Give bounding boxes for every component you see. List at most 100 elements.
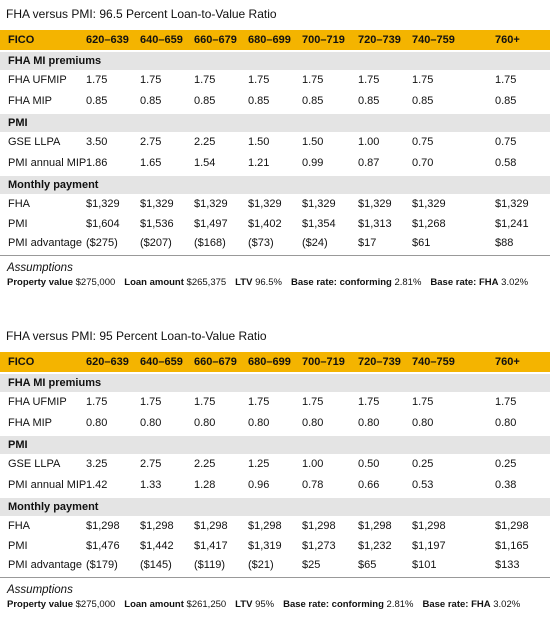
cell: 1.75 — [86, 74, 108, 86]
cell: 0.96 — [248, 479, 270, 491]
cell: 2.25 — [194, 458, 216, 470]
cell: PMI annual MIP — [8, 479, 87, 491]
section-row: PMI — [0, 436, 550, 454]
header-cell: 720–739 — [358, 34, 401, 46]
cell: $1,329 — [248, 198, 282, 210]
cell: $1,298 — [358, 520, 392, 532]
cell: 2.25 — [194, 136, 216, 148]
cell: 0.80 — [358, 417, 380, 429]
cell: 1.75 — [140, 396, 162, 408]
header-cell: 720–739 — [358, 356, 401, 368]
cell: $1,298 — [495, 520, 529, 532]
cell: $1,319 — [248, 540, 282, 552]
cell: 0.85 — [86, 95, 108, 107]
cell: $17 — [358, 237, 377, 249]
header-cell: 680–699 — [248, 34, 291, 46]
table-title: FHA versus PMI: 95 Percent Loan-to-Value… — [6, 329, 267, 343]
data-row: GSE LLPA 3.25 2.75 2.25 1.25 1.00 0.50 0.25 0.25 — [0, 454, 550, 475]
data-row: PMI $1,476 $1,442 $1,417 $1,319 $1,273 $1,232 $… — [0, 537, 550, 556]
cell: $133 — [495, 559, 520, 571]
cell: $88 — [495, 237, 514, 249]
cell: FHA UFMIP — [8, 74, 67, 86]
section-title: Monthly payment — [8, 179, 99, 191]
cell: PMI annual MIP — [8, 157, 87, 169]
cell: 1.00 — [302, 458, 324, 470]
cell: $1,241 — [495, 218, 529, 230]
assumptions-title: Assumptions — [7, 262, 73, 274]
assumptions: Property value $275,000 Loan amount $261,… — [0, 596, 550, 610]
cell: $1,329 — [194, 198, 228, 210]
cell: 0.25 — [495, 458, 517, 470]
section-row: FHA MI premiums — [0, 374, 550, 392]
assumption-label: Loan amount — [124, 599, 184, 610]
cell: 3.25 — [86, 458, 108, 470]
cell: $25 — [302, 559, 321, 571]
header-row: FICO 620–639 640–659 660–679 680–699 700–719 7… — [0, 30, 550, 50]
cell: $1,402 — [248, 218, 282, 230]
cell: 0.53 — [412, 479, 434, 491]
data-row: GSE LLPA 3.50 2.75 2.25 1.50 1.50 1.00 0.75 0.75 — [0, 132, 550, 153]
header-row: FICO 620–639 640–659 660–679 680–699 700–719 7… — [0, 352, 550, 372]
cell: 1.50 — [302, 136, 324, 148]
table-block: FHA versus PMI: 95 Percent Loan-to-Value… — [0, 322, 550, 610]
cell: FHA — [8, 198, 30, 210]
cell: 0.85 — [302, 95, 324, 107]
header-cell: 660–679 — [194, 34, 237, 46]
data-row: FHA MIP 0.80 0.80 0.80 0.80 0.80 0.80 0.80 0.80 — [0, 413, 550, 434]
cell: ($275) — [86, 237, 118, 249]
header-cell: 620–639 — [86, 34, 129, 46]
assumption-value: 95% — [255, 599, 275, 610]
data-row: PMI annual MIP 1.86 1.65 1.54 1.21 0.99 0.87 0.… — [0, 153, 550, 174]
cell: $1,298 — [302, 520, 336, 532]
cell: 0.80 — [248, 417, 270, 429]
cell: 1.75 — [86, 396, 108, 408]
rule — [0, 577, 550, 578]
data-row: FHA $1,329 $1,329 $1,329 $1,329 $1,329 $1,329 $… — [0, 194, 550, 215]
cell: 0.80 — [194, 417, 216, 429]
cell: 0.85 — [412, 95, 434, 107]
assumption-label: Property value — [7, 599, 73, 610]
section-title: PMI — [8, 117, 28, 129]
assumptions: Property value $275,000 Loan amount $265,… — [0, 274, 550, 288]
assumption-label: Base rate: FHA — [430, 277, 499, 288]
assumptions-title: Assumptions — [7, 584, 73, 596]
header-cell: FICO — [8, 356, 35, 368]
cell: 1.75 — [412, 74, 434, 86]
section-title: FHA MI premiums — [8, 55, 102, 67]
cell: 1.75 — [302, 74, 324, 86]
header-cell: 760+ — [495, 356, 520, 368]
data-row: FHA UFMIP 1.75 1.75 1.75 1.75 1.75 1.75 1.75 1.7… — [0, 392, 550, 413]
cell: 1.28 — [194, 479, 216, 491]
cell: $1,329 — [358, 198, 392, 210]
cell: $1,417 — [194, 540, 228, 552]
cell: 1.25 — [248, 458, 270, 470]
cell: 2.75 — [140, 136, 162, 148]
cell: $1,165 — [495, 540, 529, 552]
cell: 2.75 — [140, 458, 162, 470]
data-row: PMI annual MIP 1.42 1.33 1.28 0.96 0.78 0.66 0.… — [0, 475, 550, 496]
cell: 3.50 — [86, 136, 108, 148]
header-cell: 680–699 — [248, 356, 291, 368]
assumption-value: 3.02% — [501, 277, 529, 288]
cell: $1,329 — [140, 198, 174, 210]
assumption-value: 2.81% — [394, 277, 422, 288]
cell: 1.86 — [86, 157, 108, 169]
cell: 0.80 — [302, 417, 324, 429]
cell: 1.75 — [194, 396, 216, 408]
cell: $1,313 — [358, 218, 392, 230]
cell: 0.66 — [358, 479, 380, 491]
cell: 0.50 — [358, 458, 380, 470]
cell: 0.80 — [140, 417, 162, 429]
assumption-label: Property value — [7, 277, 73, 288]
cell: $1,329 — [495, 198, 529, 210]
cell: 0.25 — [412, 458, 434, 470]
cell: 1.75 — [194, 74, 216, 86]
cell: $1,298 — [194, 520, 228, 532]
data-row: FHA UFMIP 1.75 1.75 1.75 1.75 1.75 1.75 1.75 1.7… — [0, 70, 550, 91]
cell: 1.75 — [412, 396, 434, 408]
cell: 0.85 — [248, 95, 270, 107]
section-row: Monthly payment — [0, 176, 550, 194]
assumption-value: 3.02% — [493, 599, 521, 610]
cell: $1,536 — [140, 218, 174, 230]
assumption-label: Base rate: conforming — [291, 277, 392, 288]
